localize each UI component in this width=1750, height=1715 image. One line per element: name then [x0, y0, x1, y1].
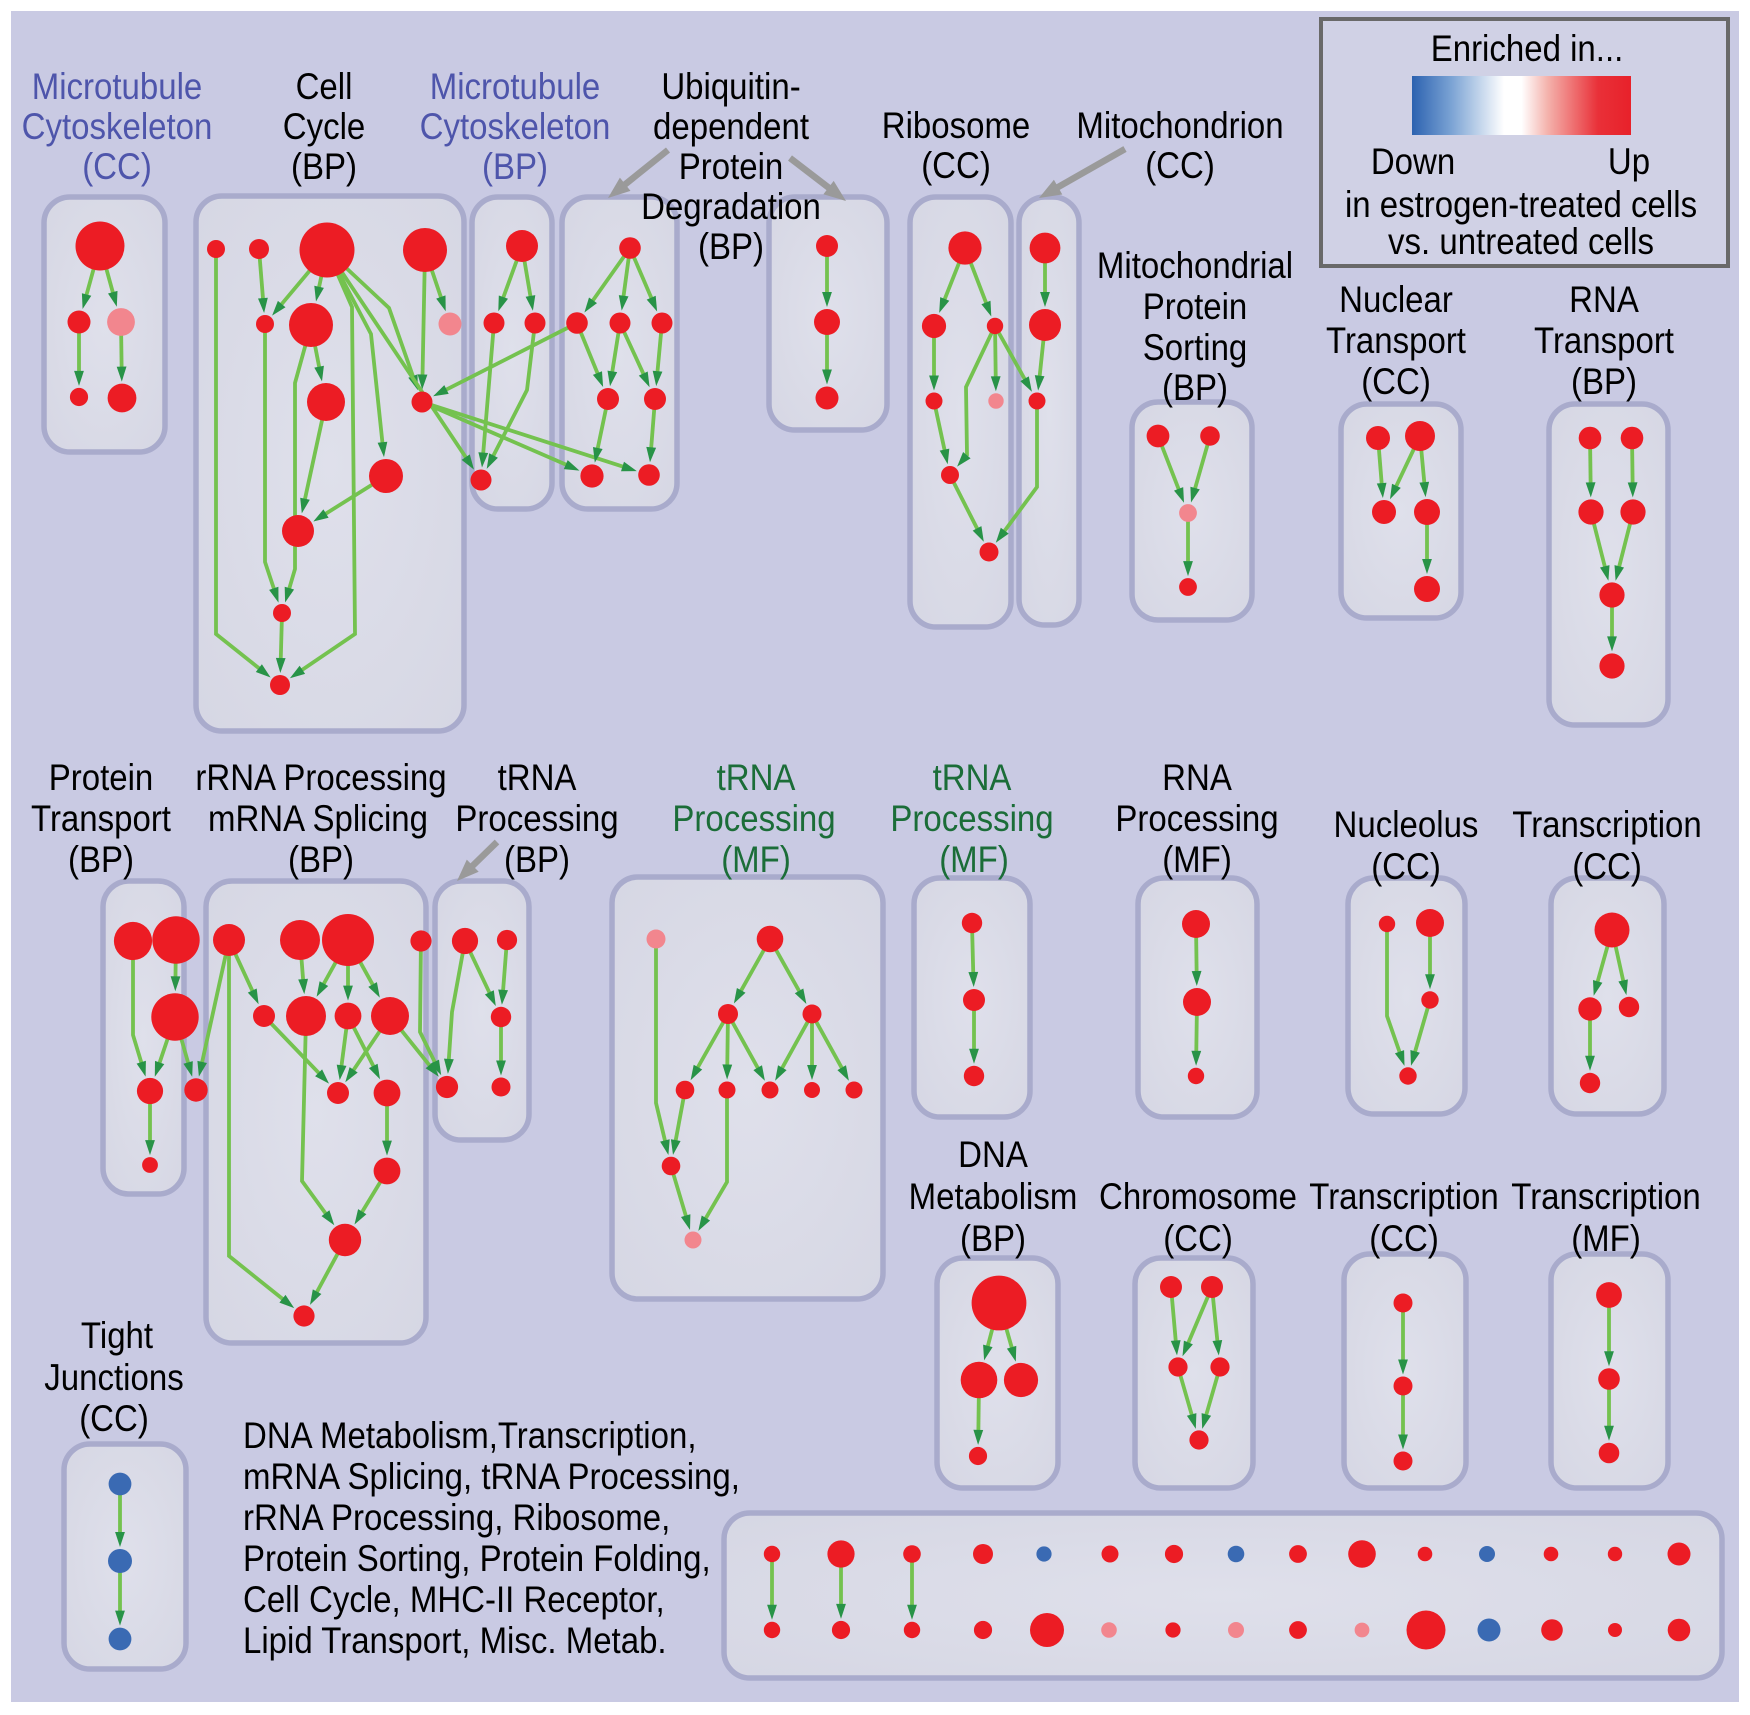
svg-text:Cytoskeleton: Cytoskeleton — [22, 106, 213, 147]
svg-text:Ribosome: Ribosome — [882, 105, 1031, 146]
svg-text:(BP): (BP) — [698, 226, 764, 267]
svg-text:(MF): (MF) — [939, 839, 1009, 880]
svg-text:(BP): (BP) — [960, 1218, 1026, 1259]
svg-text:(BP): (BP) — [1162, 367, 1228, 408]
svg-text:(CC): (CC) — [1371, 846, 1441, 887]
svg-text:(BP): (BP) — [504, 839, 570, 880]
svg-text:Protein Sorting, Protein Foldi: Protein Sorting, Protein Folding, — [243, 1538, 711, 1579]
svg-text:Sorting: Sorting — [1143, 327, 1248, 368]
svg-text:(MF): (MF) — [721, 839, 791, 880]
svg-text:Mitochondrion: Mitochondrion — [1076, 105, 1283, 146]
svg-text:Degradation: Degradation — [641, 186, 821, 227]
svg-text:(BP): (BP) — [291, 146, 357, 187]
svg-text:Microtubule: Microtubule — [430, 66, 601, 107]
svg-text:Transcription: Transcription — [1511, 1176, 1700, 1217]
svg-text:Cell Cycle, MHC-II Receptor,: Cell Cycle, MHC-II Receptor, — [243, 1579, 665, 1620]
svg-text:(CC): (CC) — [1369, 1218, 1439, 1259]
svg-text:DNA: DNA — [958, 1134, 1028, 1175]
svg-text:Cytoskeleton: Cytoskeleton — [420, 106, 611, 147]
svg-text:Protein: Protein — [49, 757, 154, 798]
svg-text:Nuclear: Nuclear — [1339, 279, 1453, 320]
svg-text:mRNA Splicing: mRNA Splicing — [208, 798, 428, 839]
svg-text:Cell: Cell — [296, 66, 353, 107]
svg-text:Transcription: Transcription — [1512, 804, 1701, 845]
svg-text:Transport: Transport — [31, 798, 171, 839]
svg-text:DNA Metabolism,Transcription,: DNA Metabolism,Transcription, — [243, 1415, 696, 1456]
svg-text:RNA: RNA — [1162, 757, 1232, 798]
svg-text:(CC): (CC) — [1361, 361, 1431, 402]
svg-text:Enriched in...: Enriched in... — [1431, 28, 1624, 69]
svg-text:Microtubule: Microtubule — [32, 66, 203, 107]
svg-text:rRNA Processing: rRNA Processing — [195, 757, 446, 798]
svg-text:vs. untreated cells: vs. untreated cells — [1388, 221, 1654, 262]
svg-text:Protein: Protein — [1143, 286, 1248, 327]
svg-text:Chromosome: Chromosome — [1099, 1176, 1297, 1217]
svg-text:Transport: Transport — [1534, 320, 1674, 361]
svg-text:(BP): (BP) — [1571, 361, 1637, 402]
svg-text:Processing: Processing — [455, 798, 618, 839]
svg-text:Protein: Protein — [679, 146, 784, 187]
svg-text:Junctions: Junctions — [44, 1357, 183, 1398]
svg-text:Ubiquitin-: Ubiquitin- — [661, 66, 800, 107]
svg-text:Lipid Transport, Misc. Metab.: Lipid Transport, Misc. Metab. — [243, 1620, 667, 1661]
svg-text:Cycle: Cycle — [283, 106, 366, 147]
svg-text:in estrogen-treated cells: in estrogen-treated cells — [1345, 184, 1697, 225]
svg-text:Mitochondrial: Mitochondrial — [1097, 245, 1293, 286]
svg-text:mRNA Splicing, tRNA Processing: mRNA Splicing, tRNA Processing, — [243, 1456, 740, 1497]
svg-text:Metabolism: Metabolism — [909, 1176, 1078, 1217]
svg-text:tRNA: tRNA — [717, 757, 796, 798]
svg-text:(BP): (BP) — [288, 839, 354, 880]
svg-text:Processing: Processing — [890, 798, 1053, 839]
svg-text:dependent: dependent — [653, 106, 809, 147]
svg-text:tRNA: tRNA — [933, 757, 1012, 798]
svg-text:(CC): (CC) — [1163, 1218, 1233, 1259]
svg-text:(CC): (CC) — [921, 145, 991, 186]
svg-text:(MF): (MF) — [1571, 1218, 1641, 1259]
svg-text:Processing: Processing — [1115, 798, 1278, 839]
svg-text:Tight: Tight — [81, 1315, 153, 1356]
svg-text:(CC): (CC) — [79, 1398, 149, 1439]
svg-text:(BP): (BP) — [68, 839, 134, 880]
svg-text:(CC): (CC) — [82, 146, 152, 187]
svg-text:Nucleolus: Nucleolus — [1334, 804, 1479, 845]
svg-text:(CC): (CC) — [1145, 145, 1215, 186]
svg-text:Processing: Processing — [672, 798, 835, 839]
svg-text:rRNA Processing, Ribosome,: rRNA Processing, Ribosome, — [243, 1497, 670, 1538]
svg-text:Transport: Transport — [1326, 320, 1466, 361]
svg-text:Down: Down — [1371, 141, 1455, 182]
svg-text:Transcription: Transcription — [1309, 1176, 1498, 1217]
svg-text:tRNA: tRNA — [498, 757, 577, 798]
svg-text:RNA: RNA — [1569, 279, 1639, 320]
svg-text:(MF): (MF) — [1162, 839, 1232, 880]
svg-text:Up: Up — [1608, 141, 1650, 182]
svg-text:(BP): (BP) — [482, 146, 548, 187]
svg-text:(CC): (CC) — [1572, 846, 1642, 887]
